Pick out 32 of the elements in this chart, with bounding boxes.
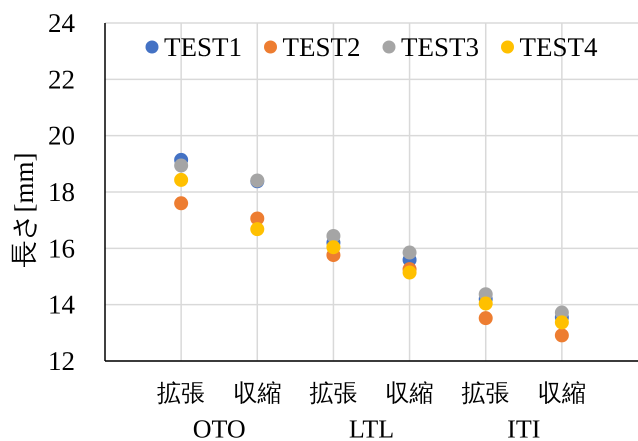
point bbox=[554, 328, 569, 342]
x-tick-label: 拡張 bbox=[309, 381, 358, 407]
y-axis-title: 長さ[mm] bbox=[9, 152, 39, 268]
point bbox=[478, 311, 493, 326]
text: ITI bbox=[507, 414, 540, 441]
point bbox=[554, 315, 569, 330]
point bbox=[402, 266, 417, 280]
text: LTL bbox=[348, 414, 394, 441]
point bbox=[478, 296, 493, 311]
point bbox=[174, 196, 188, 210]
point bbox=[174, 158, 188, 173]
point bbox=[250, 222, 264, 236]
legend-label: TEST4 bbox=[520, 32, 598, 62]
x-tick-label: 収縮 bbox=[386, 380, 434, 407]
y-tick-label: 14 bbox=[48, 290, 76, 320]
x-tick-label: 収縮 bbox=[233, 380, 282, 407]
point bbox=[174, 172, 188, 187]
text: OTO bbox=[192, 414, 246, 441]
y-tick-label: 24 bbox=[48, 8, 76, 38]
y-tick-label: 22 bbox=[48, 64, 75, 94]
y-tick-label: 18 bbox=[48, 177, 75, 207]
y-tick-label: 20 bbox=[48, 120, 75, 151]
legend-label: TEST1 bbox=[164, 32, 242, 62]
x-tick-label: 収縮 bbox=[538, 380, 586, 407]
x-tick-label: 拡張 bbox=[462, 381, 510, 407]
point bbox=[402, 246, 417, 260]
x-tick-label: 拡張 bbox=[157, 381, 206, 407]
y-tick-label: 16 bbox=[48, 233, 75, 264]
y-tick-label: 12 bbox=[48, 346, 75, 376]
point bbox=[326, 240, 340, 254]
legend-label: TEST3 bbox=[401, 32, 479, 62]
legend-label: TEST2 bbox=[282, 32, 360, 62]
